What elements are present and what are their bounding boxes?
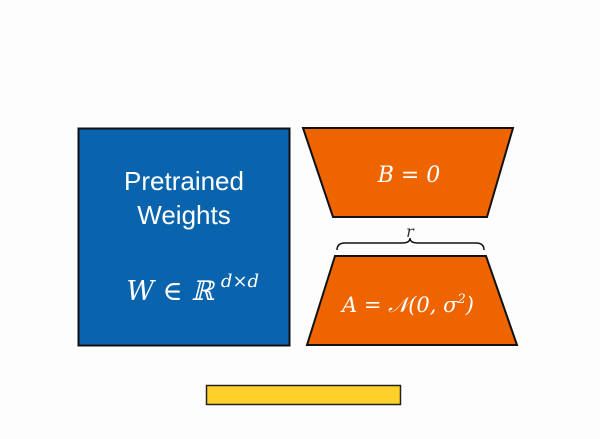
- pretrained-label-line1: Pretrained: [124, 166, 244, 196]
- pretrained-formula-sup: d×d: [221, 271, 259, 292]
- rank-brace: [336, 237, 485, 251]
- pretrained-label-line2: Weights: [137, 200, 230, 230]
- matrix-a-label: A = 𝒩(0, σ2): [340, 292, 474, 317]
- yellow-bar: [205, 384, 402, 406]
- pretrained-formula: W ∈ ℝ: [126, 276, 215, 307]
- pretrained-weights-block: [77, 127, 291, 347]
- matrix-b-label: B = 0: [377, 163, 441, 188]
- matrix-b-block: [301, 127, 515, 218]
- matrix-a-block: [305, 255, 519, 346]
- rank-label: r: [406, 222, 415, 241]
